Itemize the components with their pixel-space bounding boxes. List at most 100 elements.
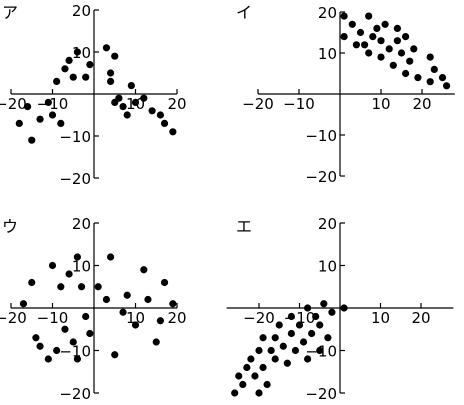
data-point	[304, 355, 312, 363]
data-point	[86, 329, 94, 338]
y-tick-label: 20	[72, 215, 91, 233]
data-point	[402, 33, 410, 41]
data-point	[119, 103, 127, 111]
data-point	[365, 49, 373, 57]
data-point	[48, 111, 57, 119]
data-point	[156, 317, 164, 325]
data-point	[443, 82, 451, 90]
data-point	[19, 300, 28, 308]
y-tick-label: −20	[305, 168, 337, 186]
data-point	[61, 65, 69, 73]
y-tick-label: −10	[59, 128, 91, 146]
data-point	[160, 119, 169, 127]
data-point	[271, 334, 279, 342]
data-point	[275, 321, 283, 329]
data-point	[111, 52, 119, 60]
data-point	[430, 65, 438, 73]
x-tick-label: 10	[371, 309, 390, 327]
data-point	[255, 346, 263, 355]
x-tick-label: −10	[37, 95, 69, 113]
data-point	[44, 355, 52, 363]
data-point	[24, 103, 32, 111]
data-point	[316, 321, 324, 329]
y-tick-label: −10	[59, 343, 91, 361]
data-point	[77, 283, 86, 291]
y-tick-label: 20	[318, 4, 337, 22]
panel-label: ウ	[2, 217, 18, 236]
x-tick-label: 20	[167, 95, 186, 113]
data-point	[340, 33, 348, 41]
panel-label: エ	[236, 217, 252, 236]
data-point	[73, 355, 81, 363]
data-point	[111, 351, 119, 359]
data-point	[144, 295, 152, 304]
y-tick-label: −20	[59, 385, 91, 403]
y-tick-label: 20	[318, 215, 337, 233]
x-tick-label: −20	[243, 309, 275, 327]
data-point	[231, 389, 239, 397]
data-point	[123, 111, 131, 119]
data-point	[251, 372, 259, 380]
data-point	[61, 325, 69, 333]
y-tick-label: 10	[318, 258, 337, 276]
data-point	[44, 98, 52, 106]
data-point	[48, 261, 57, 270]
data-point	[73, 48, 81, 56]
data-point	[308, 329, 316, 338]
data-point	[324, 334, 332, 342]
data-point	[82, 73, 90, 81]
data-point	[438, 74, 447, 82]
chart-panel-2: イ −20 −10 10 20 20 10 −10 −20	[236, 3, 455, 186]
data-point	[28, 278, 36, 287]
data-point	[340, 12, 348, 20]
data-point	[32, 334, 40, 342]
y-tick-label: −20	[59, 170, 91, 188]
panel-label: ア	[2, 3, 18, 22]
x-tick-label: −10	[37, 309, 69, 327]
data-point	[131, 98, 140, 106]
data-point	[414, 74, 422, 82]
data-point	[377, 53, 385, 61]
data-point	[356, 28, 365, 37]
data-point	[312, 312, 320, 321]
y-tick-label: 20	[72, 2, 91, 20]
data-point	[140, 266, 148, 274]
data-point	[373, 24, 381, 32]
y-tick-label: 10	[318, 45, 337, 63]
data-point	[115, 94, 123, 102]
data-point	[107, 253, 115, 261]
data-point	[397, 49, 406, 57]
data-point	[291, 346, 300, 355]
data-point	[119, 308, 127, 316]
data-point	[94, 283, 102, 291]
data-point	[295, 321, 304, 329]
y-tick-label: −10	[305, 127, 337, 145]
data-point	[53, 346, 61, 355]
x-tick-label: 20	[167, 309, 186, 327]
x-tick-label: −20	[0, 95, 27, 113]
data-point	[299, 338, 308, 346]
data-point	[283, 359, 291, 367]
data-point	[381, 20, 389, 28]
data-point	[259, 334, 267, 342]
data-point	[53, 77, 61, 85]
data-point	[393, 24, 401, 32]
data-point	[57, 283, 65, 291]
data-point	[36, 115, 44, 123]
data-point	[102, 44, 111, 52]
data-point	[235, 372, 243, 380]
data-point	[340, 304, 348, 312]
data-point	[28, 136, 36, 144]
y-tick-label: −20	[305, 385, 337, 403]
x-tick-label: −20	[0, 309, 27, 327]
data-point	[65, 270, 73, 278]
data-point	[279, 342, 287, 350]
data-point	[148, 107, 156, 115]
data-point	[259, 363, 267, 372]
data-point	[247, 355, 255, 363]
data-point	[365, 12, 373, 20]
data-point	[320, 300, 328, 308]
